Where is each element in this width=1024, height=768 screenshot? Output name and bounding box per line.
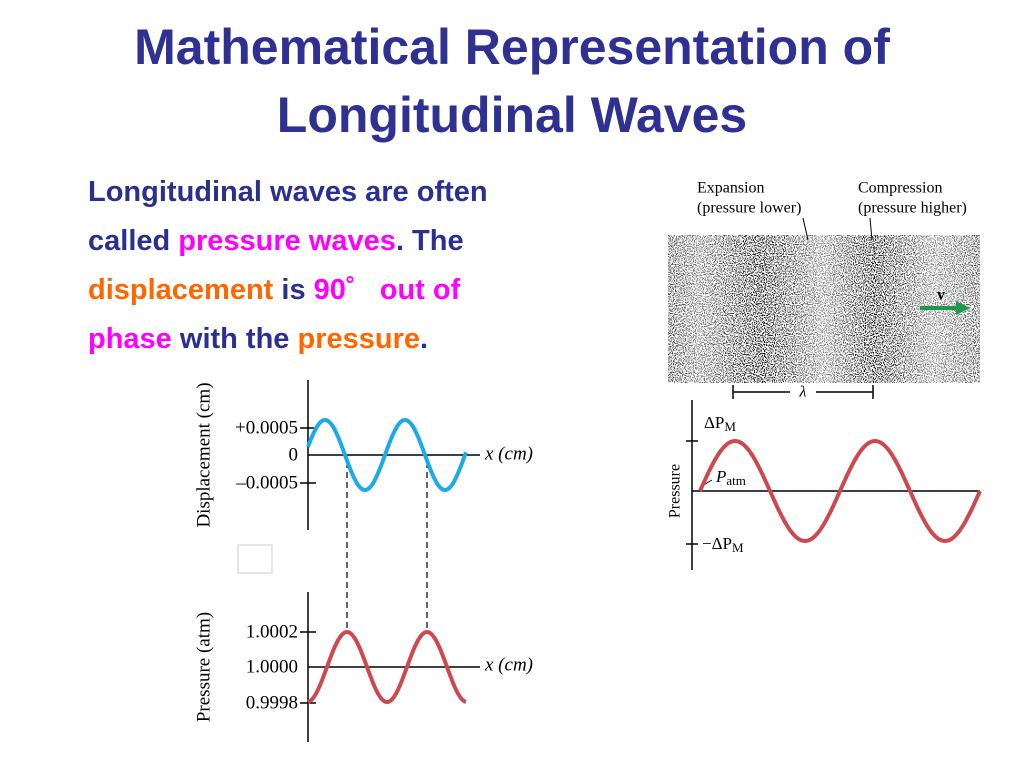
text-segment: pressure <box>297 323 421 355</box>
pressure-curve <box>307 629 467 705</box>
y-axis-label: Displacement (cm) <box>193 382 214 527</box>
title-line: Longitudinal Waves <box>276 87 748 143</box>
text-segment: called <box>88 225 179 257</box>
text-segment: is <box>273 274 314 306</box>
text-segment: out of <box>355 274 461 306</box>
tick-sub: atm <box>726 473 746 488</box>
text-segment: 90˚ <box>313 274 356 306</box>
dashed-guides <box>346 462 428 632</box>
velocity-label: v <box>937 287 945 304</box>
tick-label: −ΔPM <box>702 534 744 555</box>
label: Expansion <box>697 180 765 197</box>
tick-sub: M <box>732 540 744 555</box>
empty-box <box>237 544 273 574</box>
pressure-curve <box>698 438 982 544</box>
tick-label: +0.0005 <box>235 417 298 438</box>
tick-label: 1.0002 <box>246 621 298 642</box>
title-line: Mathematical Representation of <box>134 19 890 75</box>
tick-label: 0 <box>289 444 299 465</box>
label: (pressure higher) <box>858 200 967 217</box>
tick-main: P <box>715 467 726 486</box>
x-axis-label: x (cm) <box>484 443 533 464</box>
tick-label: –0.0005 <box>235 472 298 493</box>
text-segment: with the <box>171 323 298 355</box>
velocity-arrowhead <box>956 301 970 315</box>
wavelength-label: λ <box>799 384 807 401</box>
y-axis-label: Pressure <box>667 464 684 518</box>
body-line: Longitudinal waves are often <box>88 176 488 209</box>
tick-label: Patm <box>715 467 746 488</box>
tick-label: 1.0000 <box>246 656 298 677</box>
axes <box>300 217 980 742</box>
displacement-curve <box>306 417 468 493</box>
tick-label: ΔPM <box>704 413 736 434</box>
text-segment: . The <box>395 225 464 257</box>
text-segment: displacement <box>88 274 274 306</box>
text-segment: Longitudinal waves are often <box>88 176 488 208</box>
tick-main: −ΔP <box>702 534 732 553</box>
label: (pressure lower) <box>697 200 801 217</box>
text-segment: phase <box>88 323 172 355</box>
tick-label: 0.9998 <box>246 692 298 713</box>
x-axis-label: x (cm) <box>484 654 533 675</box>
y-axis-label: Pressure (atm) <box>193 612 214 722</box>
tick-sub: M <box>724 419 736 434</box>
tick-main: ΔP <box>704 413 724 432</box>
body-line: phase with the pressure. <box>88 323 428 356</box>
text-segment: pressure waves <box>178 225 396 257</box>
text-segment: . <box>420 323 429 355</box>
body-line: displacement is 90˚ out of <box>88 274 460 307</box>
label: Compression <box>858 180 942 197</box>
body-line: called pressure waves. The <box>88 225 464 258</box>
